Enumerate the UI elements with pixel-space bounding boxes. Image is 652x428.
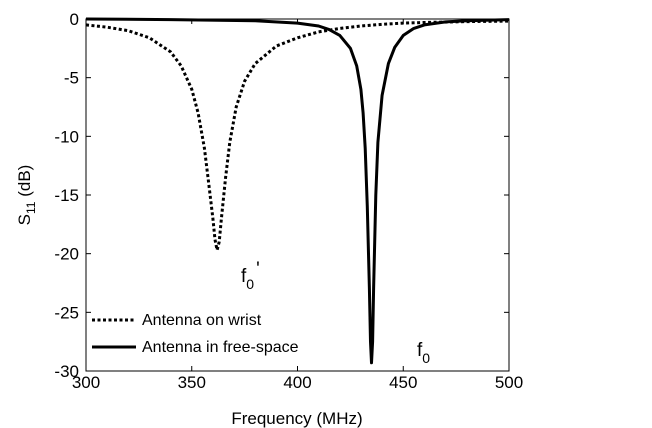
y-tick-label: -15 [54,186,79,205]
y-axis-label-suffix: (dB) [15,165,34,202]
series-group [85,17,510,365]
x-axis-label: Frequency (MHz) [231,409,362,428]
y-axis-label-main: S [15,214,34,225]
series-line-wrist [85,19,510,252]
x-tick-label: 300 [72,373,100,392]
y-axis-label-sub: 11 [24,201,38,214]
legend: Antenna on wrist Antenna in free-space [92,312,299,356]
y-tick-label: -30 [54,362,79,381]
x-tick-label: 350 [178,373,206,392]
annotation-f0-prime-mark: ' [256,259,260,280]
y-tick-label: 0 [70,10,79,29]
x-tick-label: 400 [283,373,311,392]
y-tick-label: -10 [54,127,79,146]
y-tick-label: -20 [54,245,79,264]
annotation-f0-base: f [417,340,423,361]
y-axis-label: S11 (dB) [15,165,38,226]
y-tick-label: -5 [64,69,79,88]
plot-area [85,18,510,372]
annotation-f0-prime: f0' [241,259,260,292]
legend-label-free-space: Antenna in free-space [142,339,299,356]
annotation-f0-prime-base: f [241,266,247,287]
annotation-f0-prime-sub: 0 [246,276,254,292]
series-line-free-space [85,17,510,365]
x-tick-label: 500 [495,373,523,392]
annotation-f0: f0 [417,340,430,366]
legend-label-wrist: Antenna on wrist [142,312,262,329]
y-tick-label: -25 [54,303,79,322]
x-tick-label: 450 [389,373,417,392]
annotation-f0-sub: 0 [422,350,430,366]
